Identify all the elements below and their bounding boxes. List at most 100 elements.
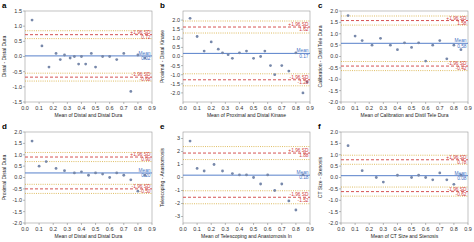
- annotation-line: +1.96 SD: [446, 16, 467, 21]
- x-tick-label: 0.3: [222, 226, 230, 232]
- point: [445, 57, 448, 60]
- point: [203, 50, 206, 53]
- ci-line: [183, 146, 310, 147]
- point: [189, 140, 192, 143]
- point: [73, 172, 76, 175]
- panel: 0.00.10.20.30.40.50.60.70.80.9-2.0-1.5-1…: [1, 122, 156, 239]
- x-tick-label: 0.9: [306, 105, 314, 111]
- point: [115, 58, 118, 61]
- x-tick-label: 0.4: [236, 105, 244, 111]
- line-annotation: -1.96 SD-1.28: [290, 75, 309, 85]
- point: [63, 54, 66, 57]
- y-tick: [339, 79, 341, 80]
- y-tick: [23, 166, 25, 167]
- x-axis-label: Mean of CT Size and Stenosis: [371, 233, 439, 239]
- ci-line: [341, 25, 468, 26]
- point: [266, 174, 269, 177]
- line-annotation: +1.96 SD0.78: [446, 155, 467, 165]
- y-axis-label: CT Size - Stenosis: [317, 156, 323, 198]
- point: [375, 176, 378, 179]
- annotation-line: 0.17: [299, 54, 309, 59]
- y-tick: [23, 200, 25, 201]
- x-tick-label: 0.1: [351, 105, 359, 111]
- figure: 0.00.10.20.30.40.50.60.70.80.9-1.5-1.0-0…: [0, 0, 474, 242]
- mean-line: [183, 53, 310, 54]
- y-tick: [23, 41, 25, 42]
- point: [84, 63, 87, 66]
- x-tick-label: 0.0: [179, 105, 187, 111]
- point: [273, 73, 276, 76]
- y-tick-label: 3: [177, 135, 180, 141]
- line-annotation: -1.96 SD-0.68: [132, 72, 151, 82]
- y-axis-label: Proximal - Distal Kinase: [159, 30, 165, 83]
- y-axis-label: Telescoping - Anastomosis: [159, 147, 165, 207]
- point: [129, 90, 132, 93]
- y-tick-label: 0.5: [330, 42, 338, 48]
- point: [203, 170, 206, 173]
- point: [41, 44, 44, 47]
- y-tick-label: 2.0: [14, 129, 22, 135]
- ci-line: [341, 70, 468, 71]
- point: [410, 176, 413, 179]
- y-tick-label: 1: [177, 161, 180, 167]
- x-tick-label: 0.1: [35, 226, 43, 232]
- point: [55, 52, 58, 55]
- y-tick-label: -1.5: [329, 209, 338, 215]
- point: [31, 140, 34, 143]
- x-tick-label: 0.3: [380, 105, 388, 111]
- point: [69, 57, 72, 60]
- y-tick: [339, 45, 341, 46]
- x-tick-label: 0.3: [380, 226, 388, 232]
- panel: 0.00.10.20.30.40.50.60.70.80.9-2.0-1.5-1…: [317, 1, 472, 118]
- point: [108, 176, 111, 179]
- point: [280, 183, 283, 186]
- point: [452, 44, 455, 47]
- ci-line: [183, 85, 310, 86]
- point: [452, 183, 455, 186]
- y-tick-label: 0.0: [172, 53, 180, 59]
- annotation-line: -1.52: [298, 198, 309, 203]
- annotation-line: 0.58: [457, 44, 467, 49]
- annotation-line: -1.96 SD: [290, 192, 309, 197]
- annotation-line: 0.78: [457, 160, 467, 165]
- y-tick: [23, 26, 25, 27]
- y-tick: [181, 190, 183, 191]
- line-annotation: Mean0.20: [139, 168, 151, 178]
- annotation-line: 0.08: [457, 176, 467, 181]
- point: [94, 66, 97, 69]
- point: [252, 57, 255, 60]
- y-tick-label: -1.5: [13, 209, 22, 215]
- x-tick-label: 0.1: [193, 226, 201, 232]
- x-tick-label: 0.3: [222, 105, 230, 111]
- point: [347, 14, 350, 17]
- x-tick-label: 0.6: [106, 226, 114, 232]
- line-annotation: +1.96 SD1.58: [446, 16, 467, 26]
- annotation-line: 0.72: [141, 35, 151, 40]
- point: [460, 48, 463, 51]
- y-tick-label: -1.0: [13, 84, 22, 90]
- plot-frame: [25, 11, 152, 102]
- y-tick: [23, 143, 25, 144]
- annotation-line: -0.42: [456, 66, 467, 71]
- point: [238, 174, 241, 177]
- y-tick-label: 2: [177, 148, 180, 154]
- y-tick-label: -1.0: [329, 197, 338, 203]
- ci-line: [341, 196, 468, 197]
- y-tick: [339, 166, 341, 167]
- x-tick-label: 0.0: [21, 105, 29, 111]
- point: [410, 46, 413, 49]
- point: [252, 176, 255, 179]
- point: [196, 167, 199, 170]
- y-tick-label: 0.0: [330, 174, 338, 180]
- point: [273, 189, 276, 192]
- ci-line: [183, 190, 310, 191]
- annotation-line: +1.96 SD: [130, 30, 151, 35]
- line-annotation: +1.96 SD0.90: [130, 152, 151, 162]
- y-tick: [23, 71, 25, 72]
- point: [231, 57, 234, 60]
- y-tick: [339, 11, 341, 12]
- y-tick-label: -2: [175, 200, 180, 206]
- plot-frame: [25, 132, 152, 223]
- x-tick-label: 0.4: [78, 226, 86, 232]
- y-tick-label: 0.0: [14, 174, 22, 180]
